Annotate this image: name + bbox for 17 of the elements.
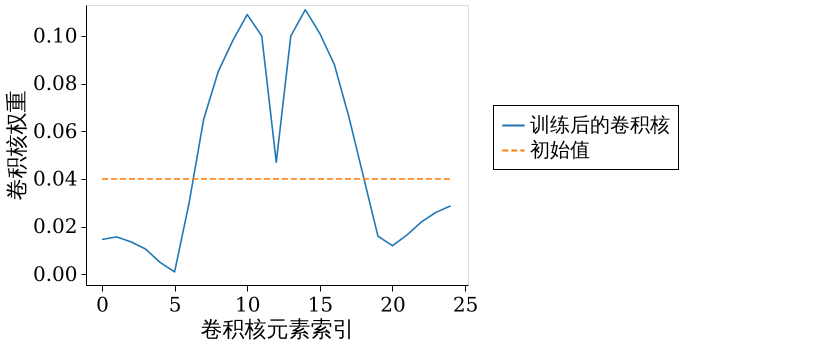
- x-tick-label: 20: [380, 292, 406, 316]
- y-tick-label: 0.04: [32, 166, 78, 190]
- legend-label: 训练后的卷积核: [530, 112, 670, 136]
- line-series: [101, 8, 452, 273]
- x-tick-label: 0: [96, 292, 109, 316]
- x-tick-label: 15: [308, 292, 334, 316]
- legend-label: 初始值: [530, 138, 590, 162]
- y-tick-label: 0.06: [32, 118, 78, 143]
- y-tick-label: 0.00: [32, 262, 78, 286]
- x-tick-label: 25: [452, 292, 478, 316]
- x-tick-label: 5: [168, 292, 182, 316]
- y-tick-label: 0.10: [32, 23, 78, 48]
- y-tick-label: 0.02: [32, 214, 78, 238]
- y-axis-title: 卷积核权重: [4, 90, 30, 200]
- y-tick-label: 0.08: [32, 71, 78, 96]
- x-axis-title: 卷积核元素索引: [200, 318, 354, 342]
- x-tick-label: 10: [235, 292, 260, 316]
